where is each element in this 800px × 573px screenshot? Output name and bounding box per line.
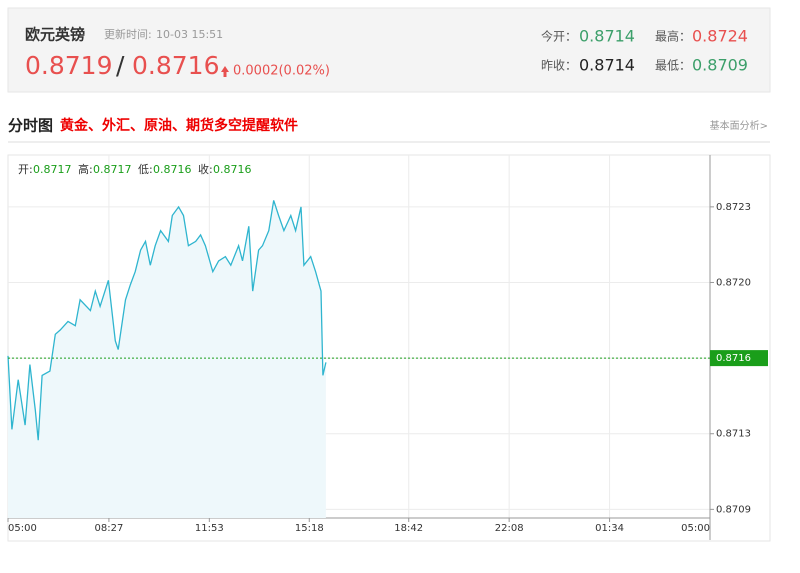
chart: 05:00 08:27 11:53 15:18 18:42 22:08 01:34 05:00… [7, 155, 768, 540]
ohlc-label: 高: [78, 162, 93, 176]
x-tick-label: 22:08 [495, 523, 524, 534]
ohlc-label: 开: [18, 163, 33, 176]
stat-label: 昨收： [541, 59, 577, 73]
last-price-label: 0.8716 [716, 353, 751, 364]
ohlc-value: 0.8716 [213, 163, 252, 176]
bid-price: 0.8719 [25, 51, 112, 80]
stat-label: 最低： [655, 59, 691, 73]
stat-value: 0.8714 [579, 27, 635, 46]
price-area [8, 200, 326, 518]
y-tick-label: 0.8713 [716, 429, 751, 440]
x-tick-label: 01:34 [595, 523, 624, 534]
x-tick-label: 05:00 [8, 523, 37, 534]
stat-label: 最高： [655, 29, 691, 44]
ohlc-label: 低: [138, 163, 153, 176]
last-price-box [710, 350, 768, 367]
ask-price: 0.8716 [132, 51, 219, 80]
price-line [7, 200, 327, 441]
ohlc-value: 0.8717 [33, 163, 72, 176]
section-title: 分时图 [8, 117, 53, 135]
ohlc-value: 0.8717 [93, 163, 132, 176]
update-time: 10-03 15:51 [156, 28, 223, 41]
y-tick-label: 0.8723 [716, 202, 751, 213]
fundamental-link[interactable]: 基本面分析> [710, 119, 768, 132]
update-label: 更新时间: [104, 27, 152, 41]
pair-name: 欧元英镑 [25, 26, 85, 44]
x-tick-label: 11:53 [195, 523, 224, 534]
y-tick-label: 0.8720 [716, 277, 751, 288]
stat-value: 0.8714 [579, 56, 635, 75]
change: 0.0002(0.02%) [233, 64, 330, 79]
stat-label: 今开： [541, 29, 577, 44]
x-tick-label: 18:42 [394, 523, 423, 534]
chart-frame [7, 154, 771, 542]
x-tick-label: 05:00 [681, 523, 710, 534]
quote-panel [7, 7, 771, 93]
separator: / [116, 51, 125, 80]
up-arrow [221, 66, 229, 77]
stat-value: 0.8709 [692, 56, 748, 75]
stats: 今开： 0.8714 最高： 0.8724 昨收： 0.8714 最低： 0.8709 [541, 27, 748, 75]
x-tick-label: 15:18 [295, 523, 324, 534]
y-tick-label: 0.8709 [716, 504, 751, 515]
ohlc-value: 0.8716 [153, 163, 192, 176]
x-tick-label: 08:27 [94, 523, 123, 534]
promo-link[interactable]: 黄金、外汇、原油、期货多空提醒软件 [60, 117, 298, 134]
ohlc-label: 收: [198, 162, 213, 176]
stat-value: 0.8724 [692, 27, 748, 46]
